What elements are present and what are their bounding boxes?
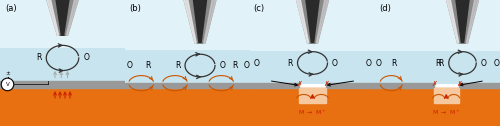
Text: (b): (b) [129, 4, 140, 13]
Polygon shape [66, 0, 80, 35]
Text: R: R [175, 61, 180, 70]
Text: ✗: ✗ [431, 81, 436, 87]
Text: R: R [391, 58, 396, 68]
Polygon shape [182, 0, 198, 43]
Polygon shape [316, 0, 330, 43]
Bar [250, 0, 375, 84]
Bar [375, 51, 500, 84]
Polygon shape [375, 83, 434, 88]
Text: O: O [127, 61, 133, 70]
Polygon shape [299, 88, 326, 103]
Text: ✗: ✗ [456, 81, 462, 87]
Bar [375, 0, 500, 84]
Polygon shape [204, 0, 218, 43]
Text: O: O [481, 58, 486, 68]
Polygon shape [65, 0, 80, 35]
Polygon shape [45, 0, 59, 35]
Bar [0, 48, 125, 81]
Polygon shape [375, 88, 500, 126]
Text: M $\rightarrow$ M$^+$: M $\rightarrow$ M$^+$ [298, 108, 327, 117]
Text: ✗: ✗ [324, 81, 329, 87]
Text: O: O [244, 61, 249, 70]
Text: O: O [254, 58, 259, 68]
Polygon shape [191, 0, 209, 43]
Text: (c): (c) [254, 4, 265, 13]
Text: O: O [332, 58, 338, 68]
Polygon shape [295, 0, 308, 43]
Bar [250, 51, 375, 84]
Text: O: O [376, 58, 382, 68]
Polygon shape [445, 0, 460, 43]
Text: O: O [366, 58, 372, 68]
Text: R: R [435, 58, 440, 68]
Text: ±: ± [5, 71, 10, 76]
Polygon shape [54, 0, 72, 35]
Polygon shape [454, 0, 471, 43]
Polygon shape [315, 0, 330, 43]
Polygon shape [466, 0, 480, 43]
Bar [125, 50, 250, 83]
Polygon shape [434, 88, 459, 103]
Text: O: O [84, 53, 89, 62]
Text: M $\rightarrow$ M$^+$: M $\rightarrow$ M$^+$ [432, 108, 460, 117]
Polygon shape [250, 88, 375, 126]
Text: (a): (a) [5, 4, 16, 13]
Polygon shape [295, 0, 310, 43]
Text: V: V [6, 82, 10, 87]
Polygon shape [465, 0, 480, 43]
Text: (d): (d) [379, 4, 390, 13]
Bar [0, 0, 125, 81]
Text: O: O [220, 61, 226, 70]
Text: R: R [438, 58, 444, 68]
Bar [125, 0, 250, 83]
Polygon shape [445, 0, 458, 43]
Polygon shape [45, 0, 60, 35]
Text: R: R [288, 58, 292, 68]
Polygon shape [250, 83, 299, 88]
Polygon shape [459, 83, 500, 88]
Polygon shape [182, 0, 196, 43]
Polygon shape [326, 83, 375, 88]
Circle shape [1, 78, 14, 91]
Text: O: O [494, 58, 499, 68]
Polygon shape [304, 0, 321, 43]
Polygon shape [125, 83, 250, 88]
Text: R: R [36, 53, 42, 62]
Text: ✗: ✗ [296, 81, 302, 87]
Polygon shape [202, 0, 218, 43]
Polygon shape [0, 88, 125, 126]
Text: R: R [232, 61, 237, 70]
Text: R: R [145, 61, 150, 70]
Polygon shape [0, 81, 125, 88]
Polygon shape [125, 88, 250, 126]
